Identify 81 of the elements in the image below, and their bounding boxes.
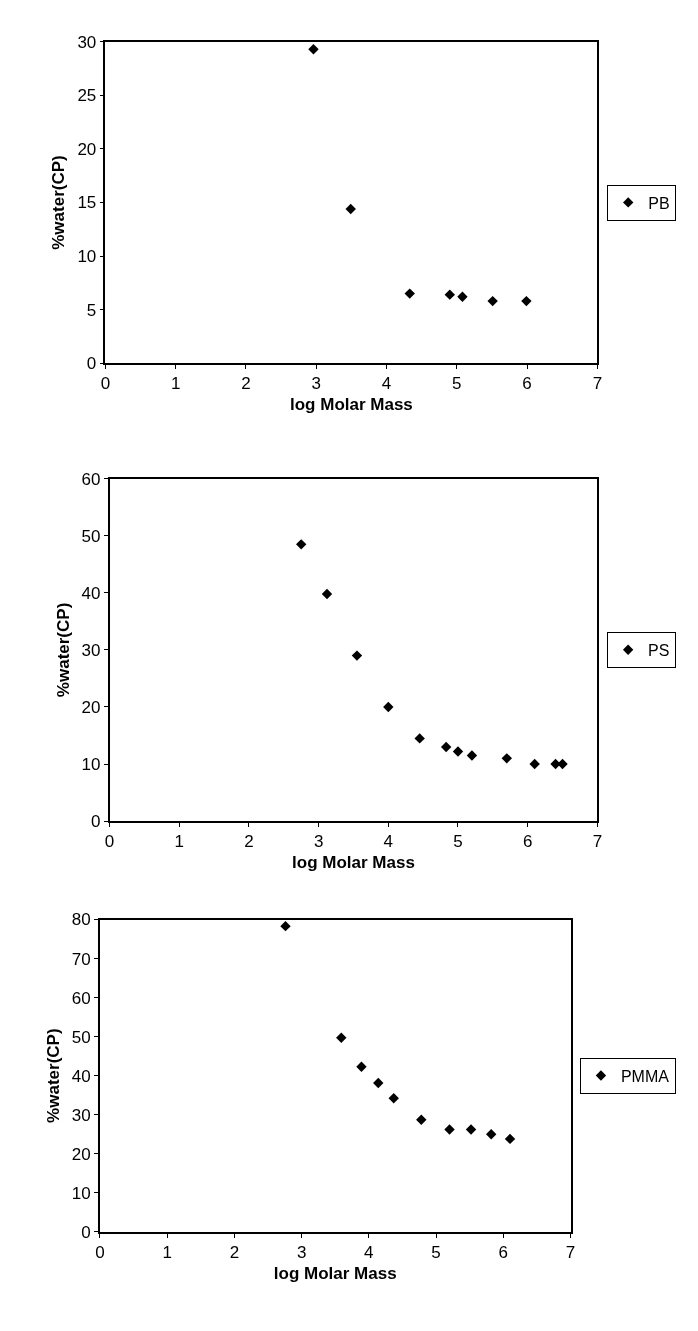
y-tick-label: 0 (90, 812, 101, 832)
y-tick-label: 70 (71, 949, 91, 969)
point (373, 1077, 384, 1089)
y-tick-label: 10 (77, 247, 97, 267)
y-tick-label: 20 (71, 1144, 91, 1164)
y-axis-title: %water(CP) (49, 155, 69, 250)
y-tick-label: 60 (71, 988, 91, 1008)
x-tick-label: 5 (452, 374, 462, 394)
point (414, 733, 425, 744)
point (521, 295, 532, 307)
point (466, 750, 478, 761)
y-tick-label: 50 (71, 1027, 91, 1047)
point (416, 1114, 427, 1125)
y-tick-label: 60 (81, 469, 101, 489)
x-tick-label: 4 (364, 1242, 374, 1262)
legend-label: PS (648, 642, 670, 660)
y-tick-label: 0 (81, 1222, 91, 1242)
y-tick-label: 10 (81, 755, 101, 775)
x-tick-label: 2 (244, 832, 254, 852)
x-tick-label: 6 (522, 374, 532, 394)
point (457, 291, 468, 303)
x-tick-label: 5 (453, 832, 463, 852)
x-axis-title: log Molar Mass (292, 853, 415, 873)
point (444, 1124, 455, 1135)
point (404, 288, 415, 299)
point (452, 746, 464, 757)
x-tick-label: 3 (311, 374, 321, 394)
y-tick-label: 10 (71, 1183, 91, 1203)
x-tick-label: 3 (313, 832, 324, 852)
y-tick-label: 20 (77, 139, 97, 159)
y-tick-label: 30 (71, 1105, 91, 1125)
point (501, 753, 512, 764)
y-tick-label: 50 (81, 526, 101, 546)
point (345, 203, 356, 215)
x-axis-title: log Molar Mass (273, 1263, 397, 1283)
y-tick-label: 20 (81, 697, 101, 717)
x-tick-label: 7 (592, 374, 603, 394)
point (296, 539, 307, 550)
y-axis-title: %water(CP) (43, 1028, 63, 1123)
point (383, 701, 394, 713)
x-tick-label: 2 (241, 374, 251, 394)
x-tick-label: 1 (174, 832, 184, 852)
point (351, 650, 363, 661)
x-tick-label: 5 (431, 1242, 441, 1262)
x-tick-label: 7 (592, 832, 603, 852)
y-tick-label: 80 (71, 910, 91, 930)
x-tick-label: 6 (522, 832, 533, 852)
point (356, 1061, 367, 1072)
point (321, 588, 333, 600)
x-tick-label: 7 (565, 1242, 576, 1262)
x-tick-label: 1 (170, 374, 181, 394)
x-axis-title: log Molar Mass (290, 395, 413, 415)
y-tick-label: 40 (81, 583, 101, 603)
point (465, 1124, 477, 1135)
x-tick-label: 4 (381, 374, 392, 394)
point (529, 758, 540, 770)
point (444, 289, 455, 300)
point (388, 1093, 399, 1104)
y-tick-label: 40 (71, 1066, 91, 1086)
point (486, 1129, 497, 1140)
x-tick-label: 2 (229, 1242, 240, 1262)
y-axis-title: %water(CP) (53, 602, 73, 698)
y-tick-label: 25 (77, 86, 97, 106)
point (440, 741, 452, 753)
x-tick-label: 4 (383, 832, 394, 852)
y-tick-label: 30 (81, 640, 101, 660)
y-tick-label: 0 (86, 354, 97, 374)
point (280, 920, 291, 932)
x-tick-label: 3 (296, 1242, 307, 1262)
point (504, 1133, 516, 1145)
x-tick-label: 1 (162, 1242, 172, 1262)
legend-label: PB (648, 194, 670, 212)
x-tick-label: 0 (104, 832, 115, 852)
y-tick-label: 15 (77, 193, 97, 213)
x-tick-label: 6 (498, 1242, 509, 1262)
y-tick-label: 5 (86, 300, 97, 320)
point (487, 295, 498, 307)
legend-label: PMMA (620, 1067, 670, 1085)
point (336, 1032, 347, 1043)
y-tick-label: 30 (77, 32, 97, 52)
point (308, 44, 319, 55)
